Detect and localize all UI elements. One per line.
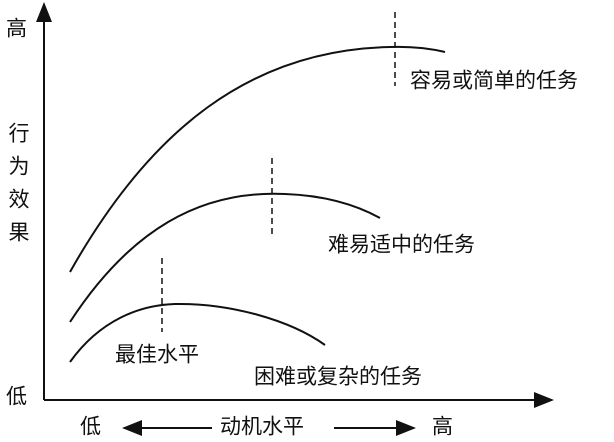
y-axis-bottom: 低 [6, 385, 27, 409]
curve-label: 容易或简单的任务 [410, 69, 578, 93]
x-axis-label: 动机水平 [220, 415, 304, 439]
curve-medium [69, 192, 381, 323]
curve-label: 困难或复杂的任务 [254, 365, 422, 389]
curve-easy [69, 45, 446, 273]
y-axis-label: 行为效果 [6, 122, 30, 254]
curve-hard [69, 302, 326, 363]
y-axis-top: 高 [6, 17, 27, 41]
curve-label: 难易适中的任务 [328, 233, 475, 257]
annotation: 最佳水平 [115, 343, 199, 367]
x-axis-right: 高 [432, 415, 453, 439]
x-axis-left: 低 [80, 415, 101, 439]
